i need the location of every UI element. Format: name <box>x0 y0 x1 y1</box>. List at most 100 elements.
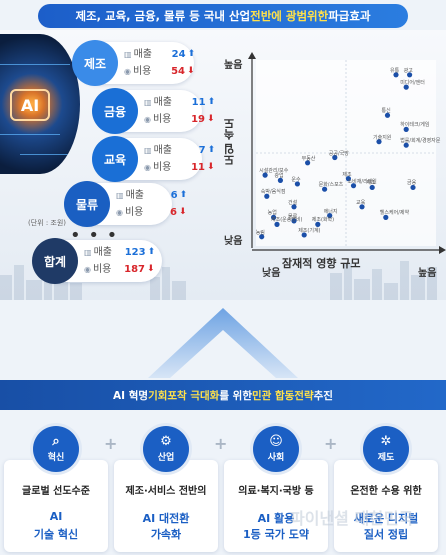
cost-label: 비용 <box>152 114 172 125</box>
sales-icon: ▥ <box>144 146 152 155</box>
mid-banner-part2: 를 위한 <box>219 389 252 402</box>
sales-label: 매출 <box>133 49 152 60</box>
sales-value: 123 <box>124 247 146 258</box>
ai-chip-icon: AI <box>10 89 50 121</box>
scatter-point-label: 하이테크/게임 <box>400 122 430 129</box>
category-education: 교육 ▥ 매출 7 ⬆ ◉ 비용 11 ⬇ <box>92 136 215 182</box>
card-badge-label: 제도 <box>377 453 395 463</box>
card-title-line2: 가속화 <box>150 528 182 541</box>
city-skyline <box>0 260 437 300</box>
sales-label: 매출 <box>93 247 112 258</box>
scatter-point <box>294 181 300 187</box>
cost-label: 비용 <box>132 66 152 77</box>
up-arrow-icon: ⬆ <box>147 247 156 257</box>
scatter-point <box>262 172 268 178</box>
scatter-point <box>393 72 399 78</box>
scatter-point-label: 광업 <box>274 173 284 180</box>
x-tick-low: 낮음 <box>262 268 281 279</box>
sales-label: 매출 <box>125 190 144 201</box>
down-arrow-icon: ⬇ <box>146 264 155 274</box>
sales-icon: ▥ <box>116 191 124 200</box>
settings-icon: ✲ <box>380 434 392 449</box>
cost-icon: ◉ <box>144 163 151 172</box>
scatter-point <box>376 139 382 145</box>
category-manufacturing: 제조 ▥ 매출 24 ⬆ ◉ 비용 54 ⬇ <box>72 40 196 86</box>
scatter-point-label: 공공/국방 <box>328 150 349 157</box>
scatter-point-label: 광고 <box>403 67 413 74</box>
strategy-card-industry: ⚙ 산업 제조·서비스 전반의 AI 대전환 가속화 <box>114 426 218 552</box>
mid-banner-highlight2: 민관 합동전략 <box>251 389 314 402</box>
grid-lines <box>256 60 436 246</box>
cost-icon: ◉ <box>84 265 91 274</box>
scatter-point <box>403 126 409 132</box>
scatter-point-label: 농림 <box>255 229 265 236</box>
up-arrow-icon: ⬆ <box>187 49 196 59</box>
scatter-point-label: 기술지원 <box>373 134 392 141</box>
scatter-point <box>332 154 338 161</box>
category-circle: 금융 <box>92 88 138 134</box>
card-subtitle: 의료·복지·국방 등 <box>238 486 314 497</box>
ai-hand-image: AI <box>0 34 80 174</box>
unit-label: (단위 : 조원) <box>28 219 67 227</box>
strategy-card-society: ☺ 사회 의료·복지·국방 등 AI 활용 1등 국가 도약 <box>224 426 328 552</box>
scatter-point-label: 농업 <box>267 210 277 217</box>
y-tick-high: 높음 <box>224 60 243 71</box>
mid-banner-part1: AI 혁명 <box>113 389 149 402</box>
card-title-line2: 질서 정립 <box>363 528 409 541</box>
category-finance: 금융 ▥ 매출 11 ⬆ ◉ 비용 19 ⬇ <box>92 88 215 134</box>
scatter-point-label: 교육 <box>356 199 366 206</box>
scatter-points <box>259 72 416 240</box>
scatter-point <box>327 213 333 219</box>
mid-banner-part3: 추진 <box>313 389 333 402</box>
scatter-point <box>291 218 297 224</box>
top-banner-highlight: 전반에 광범위한 <box>250 9 329 23</box>
up-arrow-icon: ⬆ <box>179 190 188 200</box>
scatter-point-label: 부동산 <box>301 155 316 162</box>
cost-value: 11 <box>191 162 205 173</box>
down-arrow-icon: ⬇ <box>178 207 187 217</box>
plus-icon: + <box>104 434 118 453</box>
scatter-point-label: 제조(기계) <box>298 227 321 234</box>
card-title-line1: 새로운 디지털 <box>353 512 419 525</box>
sales-value: 24 <box>171 49 186 60</box>
category-logistics: 물류 ▥ 매출 6 ⬆ ◉ 비용 6 ⬇ <box>64 181 187 227</box>
cost-icon: ◉ <box>124 67 131 76</box>
scatter-point-label: 헬스케어/제약 <box>379 210 410 217</box>
card-badge: ✲ 제도 <box>363 426 409 472</box>
scatter-point <box>315 221 321 227</box>
sales-value: 7 <box>198 145 206 156</box>
scatter-point <box>403 84 409 90</box>
scatter-chart <box>218 52 446 282</box>
magnifier-icon: ⌕ <box>52 434 60 449</box>
cost-value: 6 <box>170 207 177 218</box>
down-arrow-icon: ⬇ <box>206 162 215 172</box>
card-title-line1: AI <box>49 510 63 523</box>
cost-icon: ◉ <box>144 115 151 124</box>
up-arrow-icon: ⬆ <box>207 97 216 107</box>
card-title-line1: AI 활용 <box>257 512 295 525</box>
category-circle: 합계 <box>32 238 78 284</box>
scatter-point <box>350 183 357 189</box>
sales-value: 11 <box>191 97 206 108</box>
card-title-line2: 기술 혁신 <box>33 528 79 541</box>
up-arrow-icon: ⬆ <box>207 145 216 155</box>
scatter-point <box>274 221 280 227</box>
cost-value: 187 <box>124 264 145 275</box>
scatter-point <box>277 177 283 183</box>
sales-icon: ▥ <box>84 248 92 257</box>
card-badge-label: 산업 <box>157 453 175 463</box>
scatter-point <box>259 234 265 240</box>
gear-icon: ⚙ <box>160 434 172 449</box>
scatter-point-label: 운수 <box>291 176 301 183</box>
watermark: 파이낸셜 대한민국 <box>290 509 414 528</box>
x-axis-title: 잠재적 영향 규모 <box>282 257 361 270</box>
down-arrow-icon: ⬇ <box>206 114 215 124</box>
card-subtitle: 글로벌 선도수준 <box>22 486 90 497</box>
scatter-point-label: 문화/스포츠 <box>318 182 344 189</box>
category-circle: 물류 <box>64 181 110 227</box>
scatter-point-label: 법률/회계/경영자문 <box>400 138 441 145</box>
category-circle: 교육 <box>92 136 138 182</box>
sales-value: 6 <box>170 190 178 201</box>
scatter-point <box>359 204 365 210</box>
scatter-point-label: 에너지 <box>323 208 338 215</box>
